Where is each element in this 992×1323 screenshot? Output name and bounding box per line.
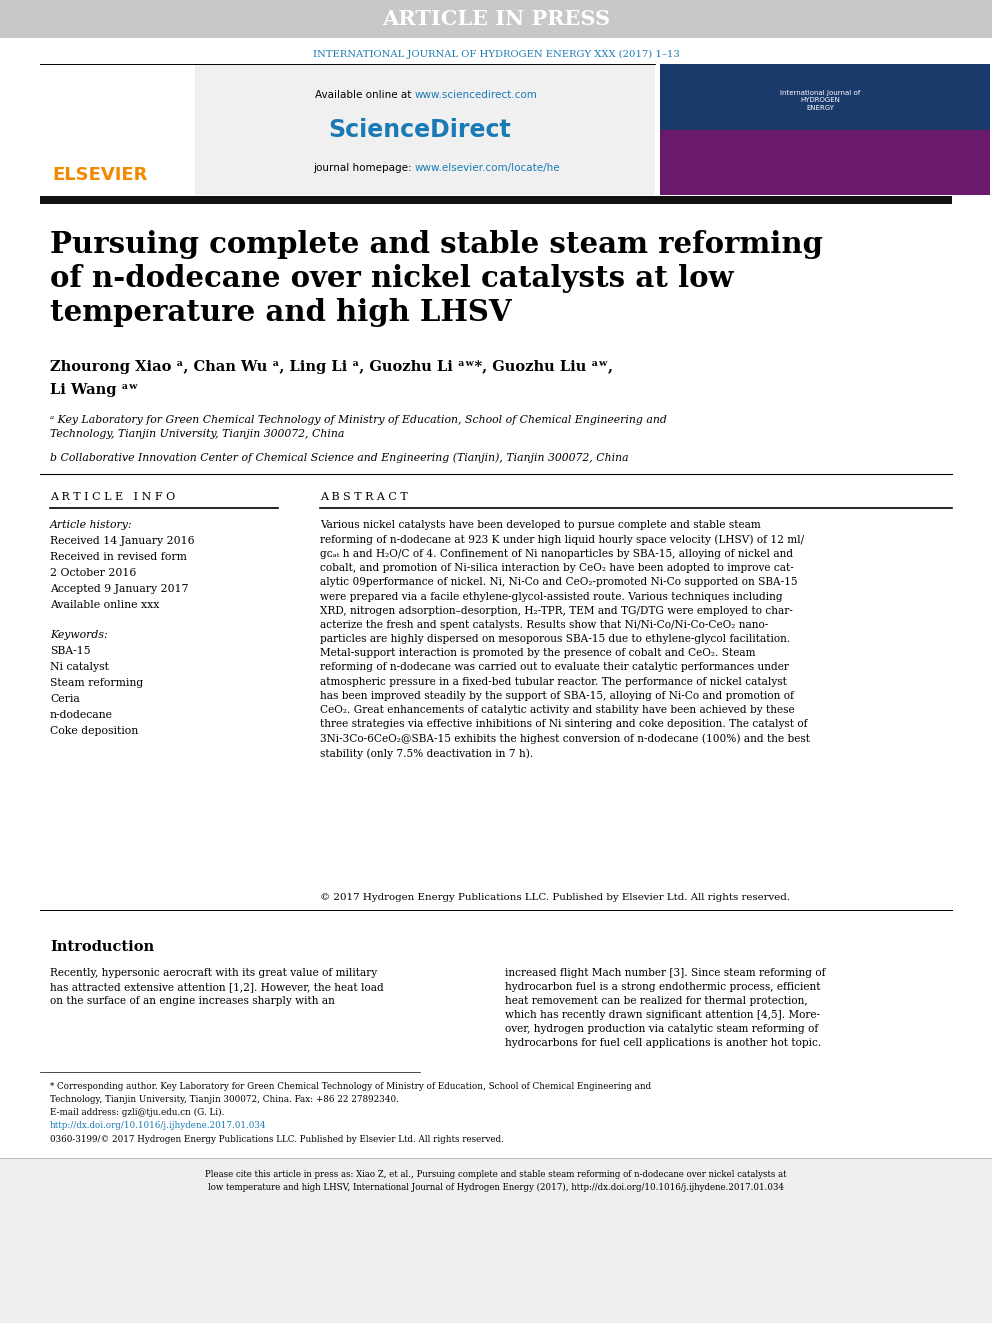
Text: Ni catalyst: Ni catalyst — [50, 662, 109, 672]
Text: Introduction: Introduction — [50, 941, 154, 954]
Text: journal homepage:: journal homepage: — [313, 163, 415, 173]
Text: b Collaborative Innovation Center of Chemical Science and Engineering (Tianjin),: b Collaborative Innovation Center of Che… — [50, 452, 629, 463]
Bar — [660, 64, 990, 130]
Text: 0360-3199/© 2017 Hydrogen Energy Publications LLC. Published by Elsevier Ltd. Al: 0360-3199/© 2017 Hydrogen Energy Publica… — [50, 1135, 504, 1144]
Text: www.sciencedirect.com: www.sciencedirect.com — [415, 90, 538, 101]
Text: ARTICLE IN PRESS: ARTICLE IN PRESS — [382, 9, 610, 29]
Text: ELSEVIER: ELSEVIER — [53, 165, 148, 184]
Text: Li Wang ᵃʷ: Li Wang ᵃʷ — [50, 382, 138, 397]
Text: Ceria: Ceria — [50, 695, 79, 704]
Bar — [0, 1158, 992, 1323]
Bar — [0, 0, 992, 38]
Text: Article history:: Article history: — [50, 520, 133, 531]
Text: Zhourong Xiao ᵃ, Chan Wu ᵃ, Ling Li ᵃ, Guozhu Li ᵃʷ*, Guozhu Liu ᵃʷ,: Zhourong Xiao ᵃ, Chan Wu ᵃ, Ling Li ᵃ, G… — [50, 360, 613, 374]
Text: Available online at: Available online at — [315, 90, 415, 101]
Text: Keywords:: Keywords: — [50, 630, 107, 640]
Text: Various nickel catalysts have been developed to pursue complete and stable steam: Various nickel catalysts have been devel… — [320, 520, 810, 759]
Text: Received 14 January 2016: Received 14 January 2016 — [50, 536, 194, 546]
Text: ScienceDirect: ScienceDirect — [328, 118, 511, 142]
Text: hydrocarbons for fuel cell applications is another hot topic.: hydrocarbons for fuel cell applications … — [505, 1039, 821, 1048]
Text: Pursuing complete and stable steam reforming: Pursuing complete and stable steam refor… — [50, 230, 823, 259]
Text: Please cite this article in press as: Xiao Z, et al., Pursuing complete and stab: Please cite this article in press as: Xi… — [205, 1170, 787, 1192]
Text: n-dodecane: n-dodecane — [50, 710, 113, 720]
Text: INTERNATIONAL JOURNAL OF HYDROGEN ENERGY XXX (2017) 1–13: INTERNATIONAL JOURNAL OF HYDROGEN ENERGY… — [312, 49, 680, 58]
Text: A R T I C L E   I N F O: A R T I C L E I N F O — [50, 492, 176, 501]
Text: © 2017 Hydrogen Energy Publications LLC. Published by Elsevier Ltd. All rights r: © 2017 Hydrogen Energy Publications LLC.… — [320, 893, 790, 902]
Text: * Corresponding author. Key Laboratory for Green Chemical Technology of Ministry: * Corresponding author. Key Laboratory f… — [50, 1082, 651, 1103]
Text: increased flight Mach number [3]. Since steam reforming of: increased flight Mach number [3]. Since … — [505, 968, 825, 978]
Text: Available online xxx: Available online xxx — [50, 601, 160, 610]
Text: A B S T R A C T: A B S T R A C T — [320, 492, 408, 501]
Text: which has recently drawn significant attention [4,5]. More-: which has recently drawn significant att… — [505, 1009, 820, 1020]
Text: 2 October 2016: 2 October 2016 — [50, 568, 136, 578]
Text: www.elsevier.com/locate/he: www.elsevier.com/locate/he — [415, 163, 560, 173]
Text: heat removement can be realized for thermal protection,: heat removement can be realized for ther… — [505, 996, 807, 1005]
Text: Recently, hypersonic aerocraft with its great value of military: Recently, hypersonic aerocraft with its … — [50, 968, 377, 978]
Bar — [40, 196, 952, 204]
Text: of n-dodecane over nickel catalysts at low: of n-dodecane over nickel catalysts at l… — [50, 265, 734, 292]
Text: E-mail address: gzli@tju.edu.cn (G. Li).: E-mail address: gzli@tju.edu.cn (G. Li). — [50, 1107, 224, 1117]
Text: Steam reforming: Steam reforming — [50, 677, 143, 688]
Text: Coke deposition: Coke deposition — [50, 726, 138, 736]
Text: International Journal of
HYDROGEN
ENERGY: International Journal of HYDROGEN ENERGY — [780, 90, 860, 111]
Text: has attracted extensive attention [1,2]. However, the heat load: has attracted extensive attention [1,2].… — [50, 982, 384, 992]
Text: ᵃ Key Laboratory for Green Chemical Technology of Ministry of Education, School : ᵃ Key Laboratory for Green Chemical Tech… — [50, 415, 667, 439]
Bar — [660, 130, 990, 194]
Text: http://dx.doi.org/10.1016/j.ijhydene.2017.01.034: http://dx.doi.org/10.1016/j.ijhydene.201… — [50, 1121, 267, 1130]
Text: hydrocarbon fuel is a strong endothermic process, efficient: hydrocarbon fuel is a strong endothermic… — [505, 982, 820, 992]
Text: SBA-15: SBA-15 — [50, 646, 90, 656]
Text: over, hydrogen production via catalytic steam reforming of: over, hydrogen production via catalytic … — [505, 1024, 818, 1035]
Text: temperature and high LHSV: temperature and high LHSV — [50, 298, 512, 327]
Text: on the surface of an engine increases sharply with an: on the surface of an engine increases sh… — [50, 996, 335, 1005]
Text: Received in revised form: Received in revised form — [50, 552, 186, 562]
Text: Accepted 9 January 2017: Accepted 9 January 2017 — [50, 583, 188, 594]
Bar — [195, 64, 655, 194]
